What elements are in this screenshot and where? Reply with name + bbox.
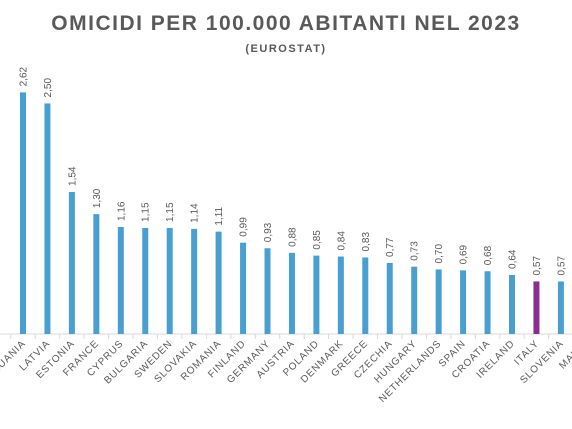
data-label-bulgaria: 1,15	[141, 202, 152, 222]
data-label-ireland: 0,64	[508, 249, 519, 269]
bar-slovakia	[191, 228, 198, 334]
data-label-slovakia: 1,14	[190, 203, 201, 223]
data-label-italy: 0,57	[532, 256, 543, 276]
data-label-slovenia: 0,57	[556, 256, 567, 276]
bar-cyprus	[117, 227, 124, 334]
bar-czechia	[386, 262, 393, 334]
bar-ireland	[509, 274, 515, 334]
bar-sweden	[166, 227, 173, 334]
data-label-romania: 1,11	[214, 206, 225, 225]
bar-greece	[362, 257, 369, 334]
data-label-latvia: 2,50	[43, 78, 54, 98]
data-label-poland: 0,85	[312, 230, 323, 250]
data-label-sweden: 1,15	[165, 202, 176, 222]
bar-germany	[264, 248, 271, 334]
bar-france	[93, 214, 100, 334]
bar-italy	[533, 281, 540, 334]
bar-slovenia	[557, 281, 564, 334]
bar-romania	[215, 231, 222, 334]
data-label-lithuania: 2,62	[19, 66, 30, 86]
bar-estonia	[68, 191, 75, 334]
bar-austria	[288, 252, 295, 334]
data-label-france: 1,30	[92, 188, 103, 208]
bar-spain	[460, 270, 467, 334]
data-label-denmark: 0,84	[336, 231, 347, 251]
data-label-netherlands: 0,70	[434, 244, 445, 264]
bar-finland	[240, 242, 247, 334]
data-label-cyprus: 1,16	[116, 201, 127, 221]
data-label-spain: 0,69	[459, 244, 470, 264]
chart-subtitle: (EUROSTAT)	[245, 43, 327, 55]
bar-poland	[313, 255, 320, 334]
bar-bulgaria	[142, 227, 149, 334]
data-label-finland: 0,99	[239, 217, 250, 237]
bar-hungary	[411, 266, 418, 334]
data-label-estonia: 1,54	[67, 166, 78, 186]
data-label-austria: 0,88	[287, 227, 298, 247]
data-label-czechia: 0,77	[385, 237, 396, 257]
data-label-croatia: 0,68	[483, 245, 494, 265]
bar-croatia	[484, 271, 491, 334]
bar-latvia	[44, 103, 51, 334]
bar-denmark	[337, 256, 344, 334]
data-label-hungary: 0,73	[410, 241, 421, 261]
data-label-germany: 0,93	[263, 222, 274, 242]
chart-title: OMICIDI PER 100.000 ABITANTI NEL 2023	[51, 12, 521, 35]
bar-netherlands	[435, 269, 442, 334]
data-label-greece: 0,83	[361, 232, 372, 252]
bar-lithuania	[20, 92, 26, 334]
